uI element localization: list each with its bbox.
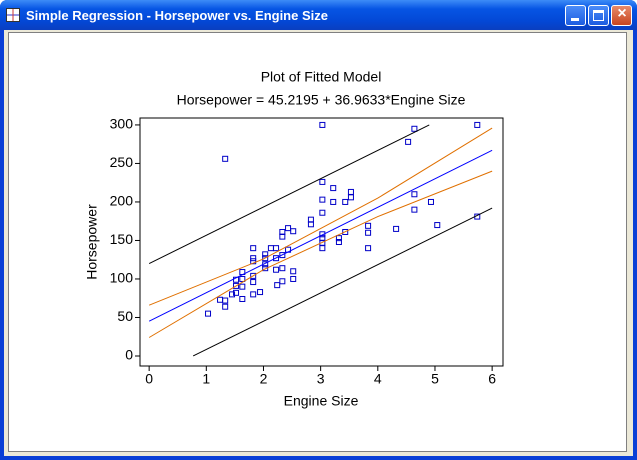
plot-frame [139, 117, 504, 367]
data-point [279, 278, 286, 285]
data-point [239, 295, 246, 302]
x-tick-label: 2 [260, 371, 268, 387]
data-point [365, 229, 372, 236]
data-point [319, 231, 326, 238]
client-area [4, 30, 633, 456]
data-point [239, 275, 246, 282]
data-point [290, 228, 297, 235]
y-tick-label: 250 [110, 154, 134, 170]
y-tick-label: 0 [125, 347, 133, 363]
data-point [229, 291, 236, 298]
y-axis-label: Horsepower [84, 204, 100, 280]
data-point [217, 296, 224, 303]
x-tick-label: 6 [488, 371, 496, 387]
data-point [233, 276, 240, 283]
data-point [273, 245, 280, 252]
plot-pane [8, 32, 627, 452]
x-tick-label: 0 [145, 371, 153, 387]
chart-subtitle: Horsepower = 45.2195 + 36.9633*Engine Si… [177, 92, 466, 108]
data-point [342, 198, 349, 205]
data-point [427, 198, 434, 205]
x-tick-label: 1 [202, 371, 210, 387]
y-tick-label: 200 [110, 193, 134, 209]
data-point [273, 255, 280, 262]
data-point [365, 222, 372, 229]
data-point [365, 245, 372, 252]
data-point [250, 255, 257, 262]
data-point [319, 196, 326, 203]
data-point [233, 289, 240, 296]
data-point [250, 258, 257, 265]
data-point [273, 266, 280, 273]
data-point [342, 228, 349, 235]
data-point [335, 239, 342, 245]
data-point [222, 297, 229, 304]
data-point [205, 310, 212, 317]
app-icon [6, 8, 20, 22]
data-point [250, 291, 257, 298]
data-point [250, 272, 257, 279]
data-point [290, 275, 297, 282]
data-point [330, 185, 337, 192]
data-point [411, 206, 418, 213]
data-point [279, 252, 286, 259]
data-point [411, 125, 418, 132]
data-point [319, 121, 326, 128]
data-point [474, 121, 481, 128]
data-point [274, 282, 281, 289]
data-point [222, 155, 229, 162]
fit-line [148, 149, 493, 322]
y-tick-label: 150 [110, 231, 134, 247]
chart-title: Plot of Fitted Model [261, 69, 382, 85]
data-point [279, 228, 286, 235]
data-point [347, 188, 354, 195]
data-point [319, 178, 326, 185]
minimize-button[interactable] [565, 5, 586, 26]
data-point [250, 245, 257, 252]
x-tick-label: 5 [431, 371, 439, 387]
close-button[interactable]: × [611, 5, 632, 26]
data-point [279, 265, 286, 272]
data-point [347, 194, 354, 201]
data-point [405, 138, 412, 145]
data-point [250, 279, 257, 286]
data-point [335, 235, 342, 242]
data-point [307, 221, 314, 228]
data-point [393, 225, 400, 232]
y-tick-label: 300 [110, 116, 134, 132]
data-point [411, 191, 418, 198]
data-point [257, 289, 264, 296]
y-tick-label: 100 [110, 270, 134, 286]
plot-data [148, 121, 493, 357]
window-title: Simple Regression - Horsepower vs. Engin… [26, 8, 328, 23]
maximize-button[interactable] [588, 5, 609, 26]
x-axis-label: Engine Size [284, 393, 359, 409]
data-point [285, 225, 292, 232]
data-point [262, 255, 269, 262]
data-point [233, 282, 240, 289]
data-point [239, 283, 246, 290]
data-point [330, 198, 337, 205]
fit-line [148, 170, 493, 338]
x-tick-label: 4 [374, 371, 382, 387]
title-bar: Simple Regression - Horsepower vs. Engin… [0, 0, 637, 30]
fit-line [192, 207, 493, 357]
data-point [262, 251, 269, 258]
data-point [434, 222, 441, 229]
data-point [319, 209, 326, 216]
fit-line [148, 124, 430, 265]
x-tick-label: 3 [317, 371, 325, 387]
data-point [222, 303, 229, 310]
data-point [319, 245, 326, 252]
fit-line [148, 127, 493, 306]
data-point [290, 268, 297, 275]
y-tick-label: 50 [117, 308, 133, 324]
data-point [267, 245, 274, 252]
